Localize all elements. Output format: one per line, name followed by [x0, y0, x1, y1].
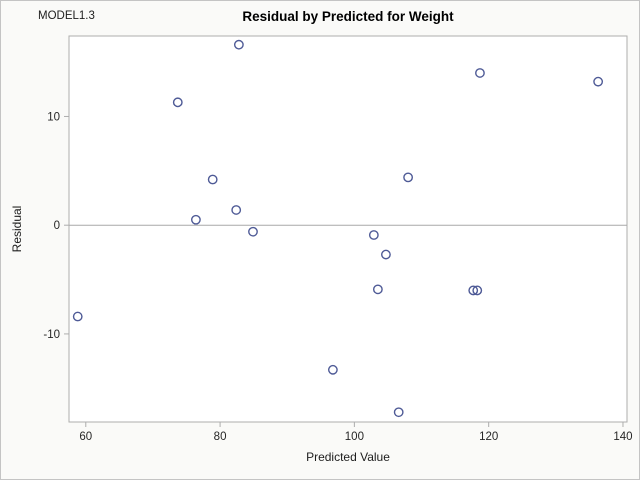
chart-title: Residual by Predicted for Weight: [242, 9, 454, 24]
y-tick-label: 0: [54, 220, 60, 232]
y-axis-title: Residual: [10, 205, 24, 253]
data-point-marker: [475, 68, 485, 78]
data-point-marker: [368, 230, 379, 240]
x-tick-label: 140: [613, 431, 632, 443]
data-point-marker: [72, 311, 83, 322]
model-label: MODEL1.3: [38, 10, 95, 22]
y-tick-label: -10: [43, 329, 60, 341]
data-point-marker: [468, 285, 479, 296]
data-point-marker: [381, 249, 391, 260]
data-point-marker: [231, 205, 242, 215]
data-point-marker: [172, 97, 183, 108]
x-tick-label: 120: [479, 431, 498, 443]
data-point-marker: [472, 285, 483, 296]
x-tick-label: 60: [79, 431, 92, 443]
data-point-marker: [248, 226, 258, 237]
data-point-marker: [403, 172, 413, 183]
data-point-marker: [393, 407, 404, 418]
data-point-marker: [593, 76, 604, 87]
x-axis-title: Predicted Value: [306, 450, 390, 464]
y-tick-label: 10: [47, 111, 60, 123]
data-point-marker: [372, 284, 383, 295]
data-point-marker: [191, 214, 201, 225]
plot-frame: [68, 35, 628, 423]
data-point-marker: [327, 364, 338, 375]
data-point-marker: [233, 39, 244, 50]
x-tick-label: 100: [345, 431, 364, 443]
data-point-marker: [207, 174, 218, 185]
x-tick-label: 80: [214, 431, 227, 443]
